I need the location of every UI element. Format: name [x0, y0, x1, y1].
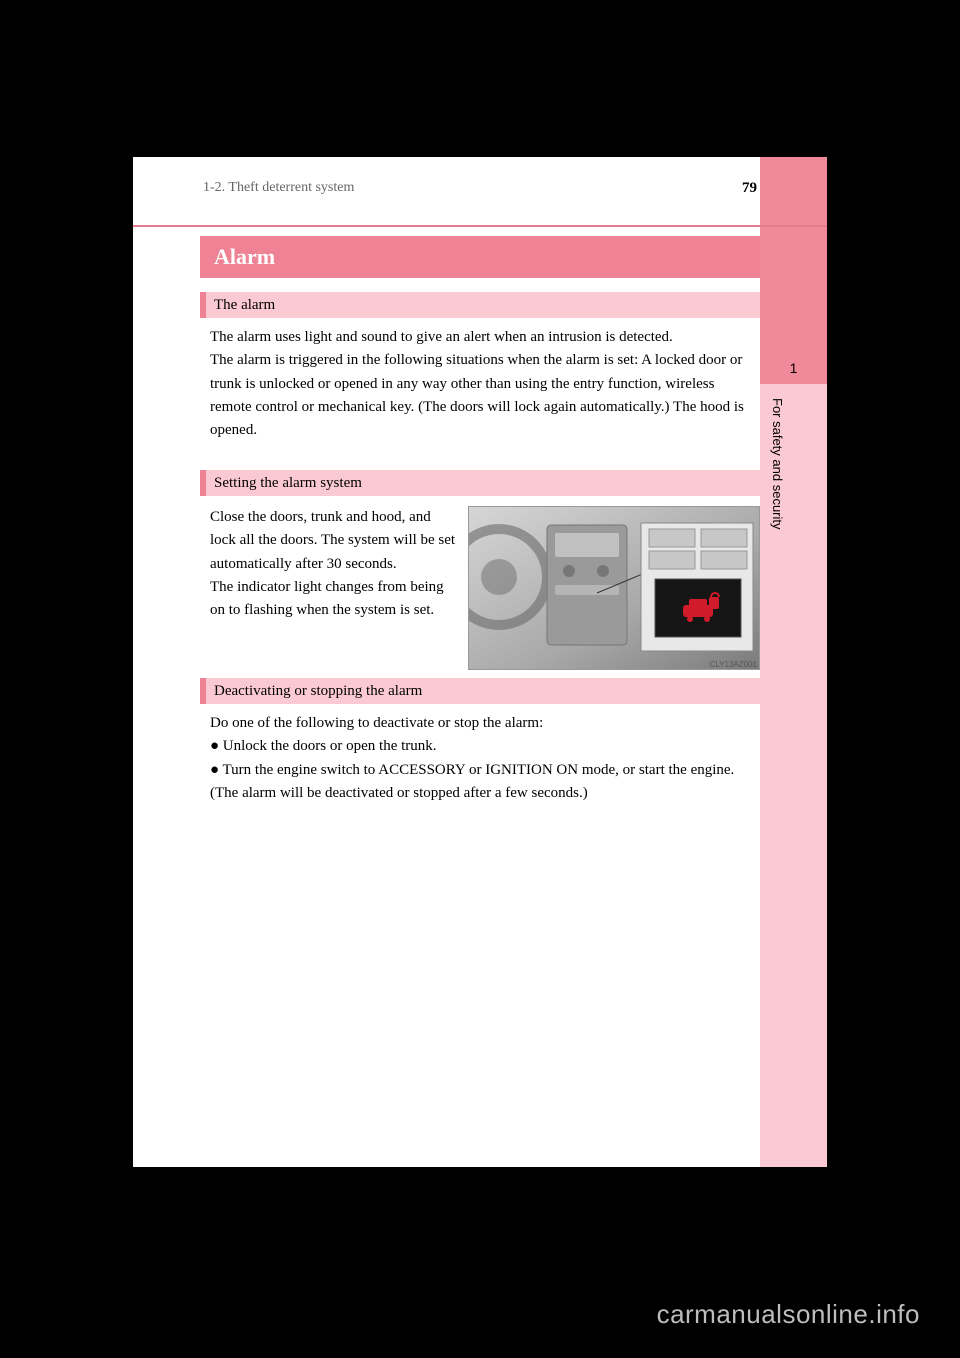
watermark: carmanualsonline.info [657, 1299, 920, 1330]
header-rule [133, 225, 827, 227]
section-heading-text: Setting the alarm system [214, 470, 760, 496]
section-heading-alarm: The alarm [200, 292, 760, 318]
side-tab-number: 1 [760, 360, 827, 376]
section-body-deactivating: Do one of the following to deactivate or… [210, 712, 750, 805]
dashboard-diagram: CLY13AZ001 [468, 506, 760, 670]
section-body-alarm: The alarm uses light and sound to give a… [210, 326, 750, 442]
section-heading-setting: Setting the alarm system [200, 470, 760, 496]
dashboard-svg: CLY13AZ001 [469, 507, 760, 670]
section-heading-text: Deactivating or stopping the alarm [214, 678, 760, 704]
section-heading-text: The alarm [214, 292, 760, 318]
diagram-code: CLY13AZ001 [710, 660, 758, 669]
breadcrumb: 1-2. Theft deterrent system [203, 180, 354, 196]
page-title: Alarm [200, 236, 760, 278]
side-tab-label: For safety and security [770, 398, 785, 598]
page-header: 1-2. Theft deterrent system 79 [133, 170, 827, 210]
section-heading-deactivating: Deactivating or stopping the alarm [200, 678, 760, 704]
section-body-setting: Close the doors, trunk and hood, and loc… [210, 506, 460, 622]
page-number: 79 [742, 180, 757, 197]
